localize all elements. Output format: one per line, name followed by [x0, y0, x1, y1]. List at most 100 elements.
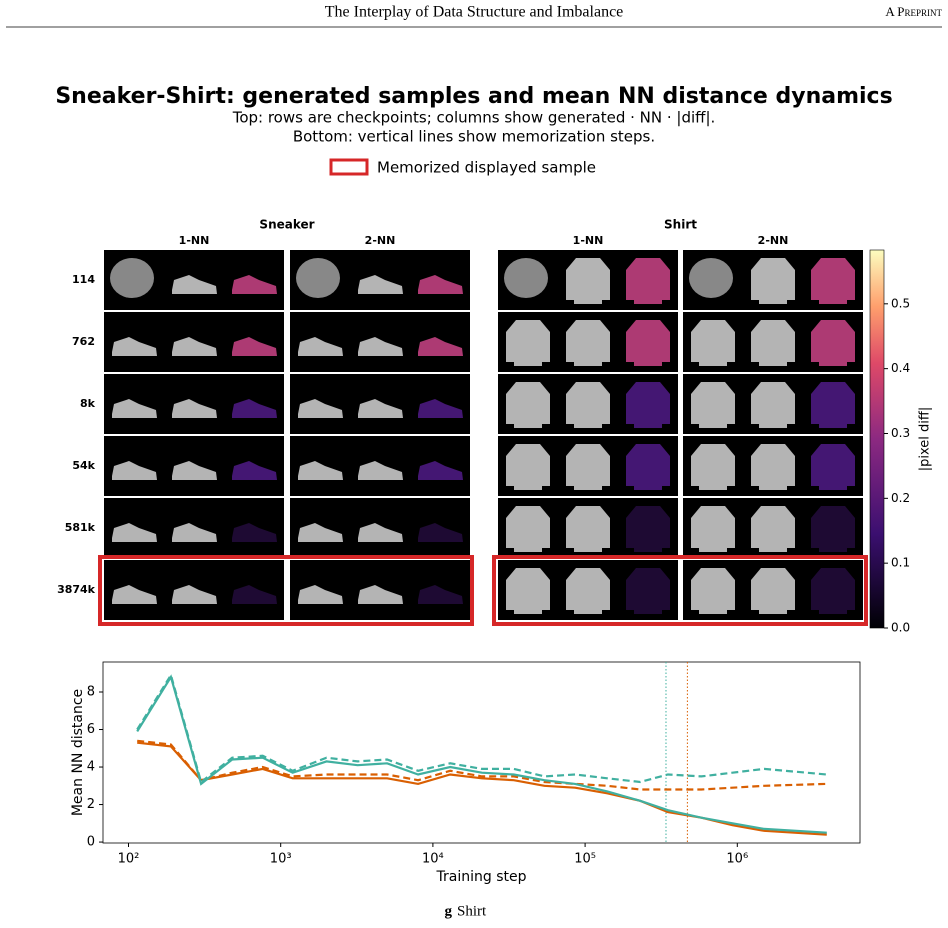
sample-shape: [506, 568, 550, 614]
column-label: 2-NN: [365, 234, 396, 247]
series-line: [136, 672, 827, 784]
figure-subtitle: Bottom: vertical lines show memorization…: [293, 128, 655, 146]
sample-shape: [811, 258, 855, 304]
column-label: 1-NN: [179, 234, 210, 247]
column-label: 2-NN: [758, 234, 789, 247]
sample-shape: [358, 337, 403, 356]
series-line: [136, 674, 827, 834]
row-label: 54k: [72, 459, 95, 472]
y-tick-label: 2: [87, 797, 95, 812]
sample-shape: [358, 523, 403, 542]
sample-shape: [566, 258, 610, 304]
sample-shape: [298, 585, 343, 604]
y-tick-label: 4: [87, 760, 95, 775]
sample-shape: [566, 382, 610, 428]
sample-shape: [689, 258, 733, 298]
row-label: 114: [72, 273, 95, 286]
figure-title: Sneaker-Shirt: generated samples and mea…: [55, 84, 892, 109]
sample-shape: [626, 320, 670, 366]
sample-shape: [751, 568, 795, 614]
sample-shape: [358, 461, 403, 480]
figure-subtitle: Top: rows are checkpoints; columns show …: [232, 109, 716, 127]
sample-shape: [691, 568, 735, 614]
y-tick-label: 6: [87, 722, 95, 737]
sample-image: [410, 560, 470, 620]
sample-shape: [506, 444, 550, 490]
sample-shape: [691, 382, 735, 428]
sample-shape: [811, 444, 855, 490]
sample-shape: [751, 444, 795, 490]
sample-image: [803, 560, 863, 620]
sample-shape: [232, 461, 277, 480]
column-label: 1-NN: [573, 234, 604, 247]
sample-shape: [691, 506, 735, 552]
memorized-box: [492, 555, 868, 626]
sample-shape: [566, 444, 610, 490]
colorbar-label: |pixel diff|: [918, 407, 933, 471]
sample-shape: [751, 382, 795, 428]
sample-shape: [811, 320, 855, 366]
image-grid: Sneaker 1-NN 2-NN Shirt 1-NN 2-NN 114 762 8k 54k 5…: [57, 218, 932, 635]
sample-shape: [298, 399, 343, 418]
sample-shape: [232, 523, 277, 542]
sample-shape: [626, 506, 670, 552]
memorized-box: [98, 555, 474, 626]
sample-shape: [751, 258, 795, 304]
header-title: The Interplay of Data Structure and Imba…: [325, 4, 624, 21]
sample-shape: [172, 399, 217, 418]
y-axis-label: Mean NN distance: [70, 689, 86, 816]
sample-shape: [506, 382, 550, 428]
y-tick-label: 0: [87, 835, 95, 850]
sample-shape: [172, 275, 217, 294]
sample-shape: [811, 568, 855, 614]
sample-shape: [626, 258, 670, 304]
sample-shape: [626, 568, 670, 614]
sample-shape: [232, 585, 277, 604]
sample-shape: [566, 506, 610, 552]
sample-shape: [691, 444, 735, 490]
sample-shape: [298, 523, 343, 542]
plot-area: [102, 661, 861, 844]
sample-shape: [811, 506, 855, 552]
header-right: A Preprint: [885, 4, 942, 19]
colorbar-tick-label: 0.5: [891, 296, 910, 310]
x-axis-label: Training step: [436, 869, 527, 885]
sample-shape: [358, 399, 403, 418]
x-tick-label: 10⁵: [574, 852, 596, 867]
sample-image: [410, 498, 470, 558]
sample-shape: [232, 337, 277, 356]
sample-shape: [232, 399, 277, 418]
sample-shape: [172, 337, 217, 356]
sample-shape: [626, 444, 670, 490]
sample-shape: [358, 275, 403, 294]
sample-shape: [172, 585, 217, 604]
colorbar-tick-label: 0.0: [891, 621, 910, 635]
row-label: 581k: [65, 521, 96, 534]
x-tick-label: 10²: [118, 852, 140, 867]
sample-shape: [298, 461, 343, 480]
sample-image: [224, 560, 284, 620]
sample-shape: [110, 258, 154, 298]
sample-shape: [691, 320, 735, 366]
colorbar: [869, 249, 885, 629]
group-label: Shirt: [664, 218, 697, 232]
row-label: 3874k: [57, 583, 96, 596]
row-label: 8k: [80, 397, 96, 410]
x-tick-label: 10³: [270, 852, 292, 867]
sample-shape: [418, 523, 463, 542]
sample-shape: [296, 258, 340, 298]
sample-shape: [112, 337, 157, 356]
sample-shape: [172, 523, 217, 542]
sample-shape: [418, 399, 463, 418]
sample-image: [618, 560, 678, 620]
x-tick-label: 10⁶: [726, 852, 748, 867]
sample-shape: [504, 258, 548, 298]
x-tick-label: 10⁴: [422, 852, 444, 867]
sample-shape: [112, 523, 157, 542]
sample-shape: [112, 585, 157, 604]
colorbar-tick-label: 0.3: [891, 426, 910, 440]
sample-shape: [172, 461, 217, 480]
sample-shape: [418, 337, 463, 356]
row-label: 762: [72, 335, 95, 348]
